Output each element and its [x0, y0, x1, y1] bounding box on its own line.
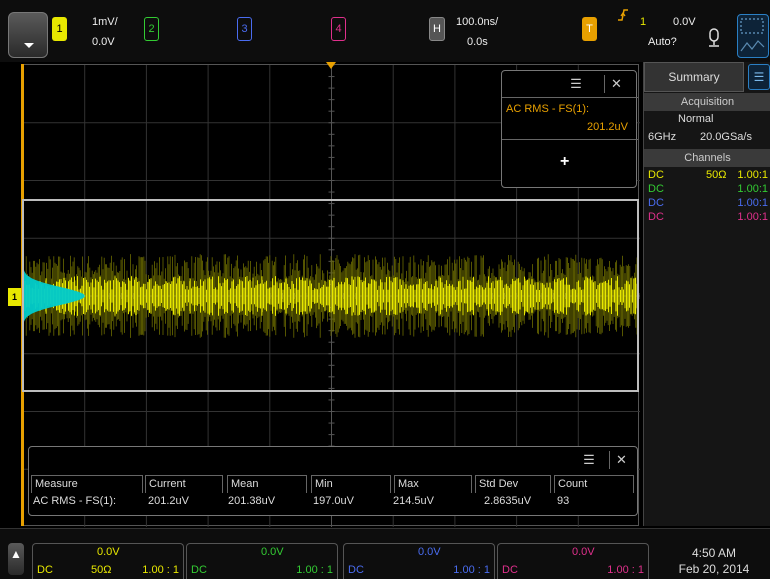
- channel-coupling: DC: [348, 564, 364, 576]
- cell-max: 214.5uV: [393, 495, 434, 507]
- time: 4:50 AM: [691, 546, 737, 560]
- clock: 4:50 AM Feb 20, 2014: [664, 545, 764, 577]
- channel-probe-ratio: 1.00:1: [737, 197, 768, 209]
- channel-offset: 0.0V: [418, 546, 441, 558]
- channel-coupling: DC: [191, 564, 207, 576]
- close-icon[interactable]: ✕: [604, 75, 628, 93]
- channel-3-button[interactable]: 3: [237, 17, 252, 41]
- close-icon[interactable]: ✕: [609, 451, 633, 469]
- channel-probe-ratio: 1.00 : 1: [142, 564, 179, 576]
- channel-2-button[interactable]: 2: [144, 17, 159, 41]
- channel-probe-ratio: 1.00 : 1: [453, 564, 490, 576]
- horizontal-scale: 100.0ns/: [456, 16, 499, 28]
- bottom-channel-1[interactable]: 0.0V DC 50Ω 1.00 : 1: [32, 543, 184, 579]
- channel-1-scale: 1mV/: [92, 16, 118, 28]
- trigger-position-marker[interactable]: [326, 62, 336, 69]
- cell-current: 201.2uV: [148, 495, 189, 507]
- column-header-measure: Measure: [31, 475, 143, 493]
- top-status-bar: 1 1mV/ 0.0V 2 3 4 H 100.0ns/ 0.0s T 1 0.…: [0, 0, 770, 62]
- add-measurement-button[interactable]: +: [560, 153, 570, 170]
- trigger-source: 1: [640, 16, 647, 28]
- cell-mean: 201.38uV: [228, 495, 276, 507]
- cell-measure: AC RMS - FS(1):: [33, 495, 117, 507]
- bottom-channel-3[interactable]: 0.0V DC 1.00 : 1: [343, 543, 495, 579]
- arrow-up-icon[interactable]: ▲: [8, 543, 24, 575]
- date: Feb 20, 2014: [678, 562, 750, 576]
- trigger-button[interactable]: T: [582, 17, 597, 41]
- horizontal-button[interactable]: H: [429, 17, 445, 41]
- column-header-current: Current: [145, 475, 223, 493]
- acquisition-sample-rate: 20.0GSa/s: [700, 131, 752, 143]
- histogram: [23, 266, 85, 326]
- bottom-channel-4[interactable]: 0.0V DC 1.00 : 1: [497, 543, 649, 579]
- column-header-min: Min: [311, 475, 391, 493]
- channel-offset: 0.0V: [261, 546, 284, 558]
- cell-count: 93: [557, 495, 570, 507]
- channel-coupling: DC: [37, 564, 53, 576]
- measurement-statistics-table: ☰ ✕ Measure Current Mean Min Max Std Dev…: [28, 446, 638, 516]
- column-header-max: Max: [394, 475, 472, 493]
- channel-4-button[interactable]: 4: [331, 17, 346, 41]
- acquisition-bandwidth: 6GHz: [648, 131, 677, 143]
- channel-coupling: DC: [648, 183, 664, 195]
- acquisition-mode: Normal: [678, 113, 714, 125]
- trigger-edge-icon: [618, 9, 628, 21]
- trigger-mode: Auto?: [648, 36, 677, 48]
- channel-offset: 0.0V: [572, 546, 595, 558]
- probe-icon[interactable]: [707, 28, 721, 48]
- list-icon[interactable]: ☰: [748, 64, 770, 90]
- measurement-value: 201.2uV: [587, 121, 628, 133]
- cell-min: 197.0uV: [313, 495, 354, 507]
- zoom-icon[interactable]: [737, 14, 769, 58]
- divider: [502, 97, 638, 98]
- channel-coupling: DC: [648, 169, 664, 181]
- channel-impedance: 50Ω: [91, 564, 112, 576]
- bottom-channel-bar: ▲ 0.0V DC 50Ω 1.00 : 1 0.0V DC 1.00 : 1 0.0V DC 1…: [0, 528, 770, 579]
- column-header-count: Count: [554, 475, 634, 493]
- channel-coupling: DC: [648, 211, 664, 223]
- summary-sidebar: Summary ☰ Acquisition Normal 6GHz 20.0GS…: [643, 62, 770, 526]
- channel-1-ground-marker[interactable]: 1: [8, 288, 21, 306]
- channel-1-offset: 0.0V: [92, 36, 115, 48]
- menu-icon[interactable]: ☰: [570, 76, 582, 91]
- column-header-std-dev: Std Dev: [475, 475, 551, 493]
- measurement-readout-box: ☰ ✕ AC RMS - FS(1): 201.2uV +: [501, 70, 638, 188]
- channel-offset: 0.0V: [97, 546, 120, 558]
- cell-std-dev: 2.8635uV: [484, 495, 532, 507]
- tab-summary[interactable]: Summary: [644, 62, 744, 92]
- measurement-gate-box[interactable]: [22, 199, 639, 392]
- channel-1-button[interactable]: 1: [52, 17, 67, 41]
- channel-probe-ratio: 1.00 : 1: [607, 564, 644, 576]
- measurement-label: AC RMS - FS(1):: [506, 103, 590, 115]
- horizontal-delay: 0.0s: [467, 36, 488, 48]
- channels-section-header: Channels: [644, 149, 770, 167]
- channel-probe-ratio: 1.00:1: [737, 211, 768, 223]
- acquisition-section-header: Acquisition: [644, 93, 770, 111]
- channel-probe-ratio: 1.00:1: [737, 169, 768, 181]
- trigger-level: 0.0V: [673, 16, 696, 28]
- chevron-down-icon: [24, 43, 34, 48]
- divider: [502, 139, 638, 140]
- channel-probe-ratio: 1.00:1: [737, 183, 768, 195]
- channel-coupling: DC: [648, 197, 664, 209]
- channel-impedance: 50Ω: [706, 169, 727, 181]
- menu-icon[interactable]: ☰: [583, 452, 595, 467]
- channel-probe-ratio: 1.00 : 1: [296, 564, 333, 576]
- column-header-mean: Mean: [227, 475, 307, 493]
- main-menu-button[interactable]: [8, 12, 48, 58]
- bottom-channel-2[interactable]: 0.0V DC 1.00 : 1: [186, 543, 338, 579]
- channel-coupling: DC: [502, 564, 518, 576]
